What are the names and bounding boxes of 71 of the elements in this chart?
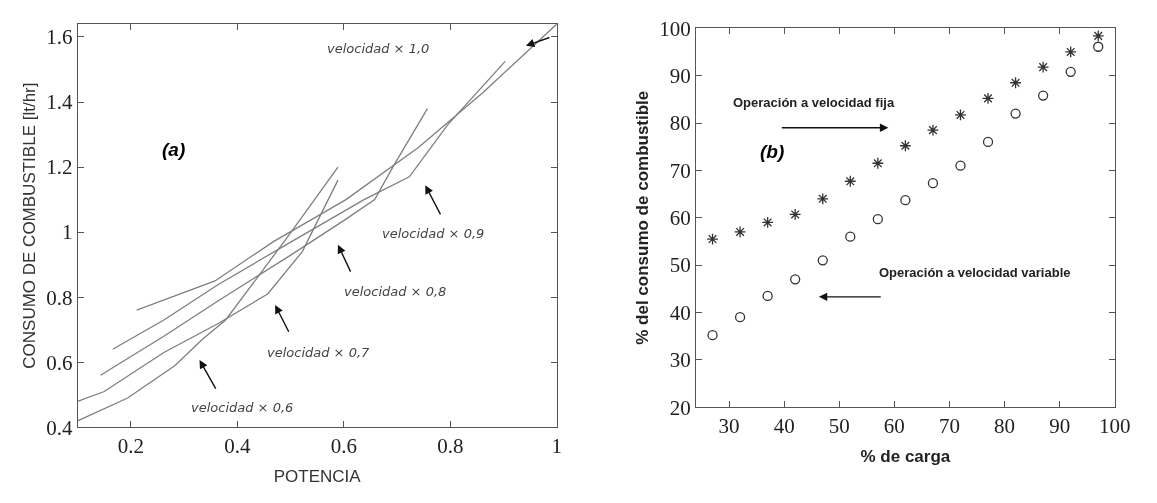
point <box>900 195 911 206</box>
y-tick-label: 20 <box>669 395 691 420</box>
point <box>1010 108 1021 119</box>
y-tick-label: 0.6 <box>46 350 73 375</box>
point <box>761 216 774 229</box>
point <box>1064 45 1077 59</box>
annotation: Operación a velocidad fija <box>733 95 895 110</box>
y-tick-label: 1 <box>61 220 73 245</box>
x-axis-title: % de carga <box>860 446 951 466</box>
point <box>762 290 773 302</box>
point <box>981 92 995 105</box>
annotation: velocidad × 0,9 <box>382 226 485 241</box>
point <box>926 124 939 137</box>
point <box>817 255 828 266</box>
point <box>982 136 994 148</box>
point <box>872 214 883 225</box>
point <box>816 192 829 205</box>
point <box>845 231 856 242</box>
point <box>734 312 746 323</box>
x-axis-title: POTENCIA <box>273 466 362 486</box>
x-tick-label: 60 <box>883 414 905 439</box>
y-axis-title: CONSUMO DE COMBUSTIBLE [lt/hr] <box>19 82 39 369</box>
x-tick-label: 50 <box>828 414 850 439</box>
point <box>734 225 747 238</box>
annotation: (a) <box>162 139 186 160</box>
point <box>789 208 802 221</box>
x-tick-label: 90 <box>1049 414 1071 439</box>
point <box>871 157 884 170</box>
x-tick-label: 0.6 <box>330 434 357 459</box>
annotation: velocidad × 1,0 <box>327 41 430 56</box>
y-axis-title: % del consumo de combustible <box>632 90 652 345</box>
point <box>790 274 801 285</box>
x-tick-label: 1 <box>551 434 563 459</box>
point <box>1093 41 1104 52</box>
point <box>844 175 857 188</box>
annotation: velocidad × 0,8 <box>344 284 447 299</box>
y-tick-label: 80 <box>669 111 691 136</box>
point <box>706 233 719 246</box>
annotation: (b) <box>760 141 785 162</box>
x-tick-label: 0.2 <box>117 434 144 459</box>
y-tick-label: 50 <box>669 253 691 278</box>
y-tick-label: 1.2 <box>46 155 73 180</box>
y-tick-label: 90 <box>669 64 691 88</box>
y-tick-label: 60 <box>669 206 691 231</box>
x-tick-label: 0.8 <box>437 434 464 459</box>
annotation: velocidad × 0,6 <box>191 400 294 415</box>
y-tick-label: 1.4 <box>46 90 73 115</box>
y-tick-label: 30 <box>669 348 691 373</box>
x-tick-label: 80 <box>994 414 1016 439</box>
x-tick-label: 30 <box>718 414 740 439</box>
point <box>1009 76 1022 89</box>
point <box>955 160 966 171</box>
x-tick-label: 100 <box>1099 414 1131 439</box>
point <box>1065 66 1076 77</box>
point <box>954 108 967 122</box>
annotation: Operación a velocidad variable <box>879 265 1071 280</box>
x-tick-label: 40 <box>773 414 795 439</box>
y-tick-label: 70 <box>669 158 691 183</box>
point <box>1092 29 1105 42</box>
point <box>1037 90 1049 101</box>
y-tick-label: 1.6 <box>46 25 73 50</box>
point <box>899 139 912 152</box>
point <box>1037 61 1050 74</box>
y-tick-label: 100 <box>659 16 691 41</box>
point <box>707 330 718 341</box>
y-tick-label: 40 <box>669 300 691 325</box>
x-tick-label: 0.4 <box>224 434 251 459</box>
point <box>927 178 939 189</box>
annotation: velocidad × 0,7 <box>267 345 371 360</box>
x-tick-label: 70 <box>938 414 960 439</box>
y-tick-label: 0.8 <box>46 285 73 310</box>
